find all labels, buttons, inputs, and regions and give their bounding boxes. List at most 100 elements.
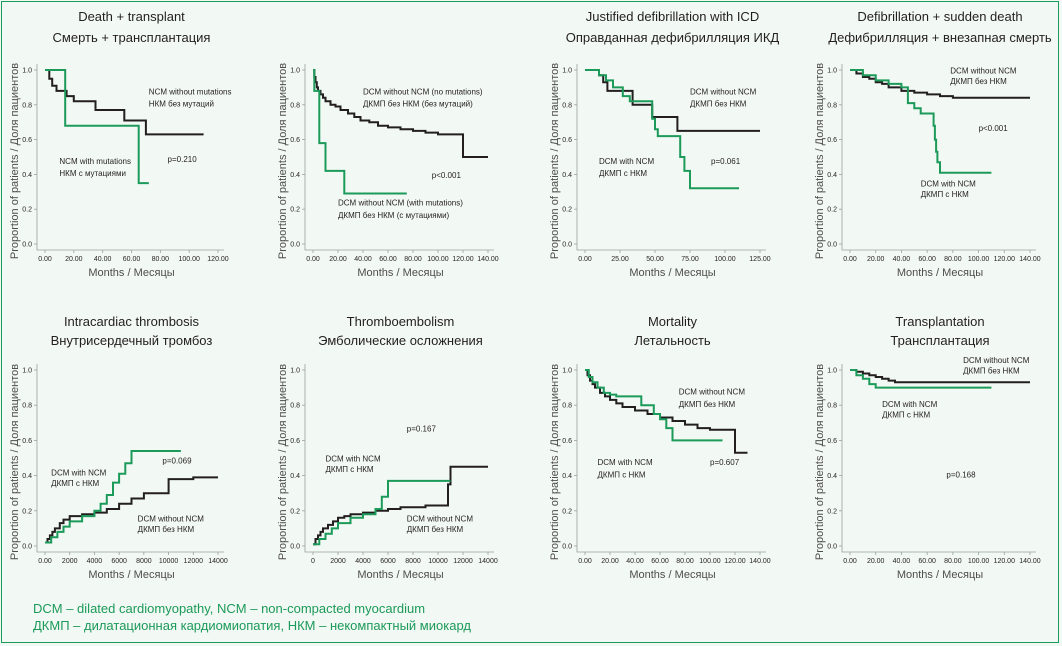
x-tick-label: 14000 (478, 558, 498, 565)
x-tick-label: 2000 (62, 558, 78, 565)
chart-title: Mortality (648, 314, 698, 329)
curve-label: ДКМП без НКМ (690, 100, 747, 109)
x-tick-label: 2000 (330, 558, 346, 565)
y-tick-label: 0.6 (22, 137, 32, 144)
axis-frame (36, 364, 224, 553)
curve-label: ДКМП с НКМ (599, 169, 647, 178)
x-axis-label: Months / Месяцы (629, 267, 715, 279)
y-tick-label: 0.6 (22, 438, 32, 445)
y-tick-label: 0.2 (290, 508, 300, 515)
x-tick-label: 0.00 (38, 558, 52, 565)
curve-label: НКМ с мутациями (59, 169, 126, 178)
axis-frame (304, 364, 494, 553)
curve-label: ДКМП с НКМ (326, 465, 374, 474)
axis-frame (36, 64, 224, 251)
x-tick-label: 0.00 (843, 256, 857, 263)
series-line-a (313, 69, 488, 158)
y-tick-label: 0.2 (562, 207, 572, 214)
y-tick-label: 1.0 (22, 368, 32, 375)
y-axis-label: Proportion of patients / Доля пациентов (277, 63, 289, 259)
curve-label: ДКМП без НКМ (138, 525, 195, 534)
y-tick-label: 0.6 (827, 137, 837, 144)
y-axis-label: Proportion of patients / Доля пациентов (549, 364, 561, 560)
x-tick-label: 120.00 (724, 558, 746, 565)
y-tick-label: 0.2 (827, 508, 837, 515)
series-line-a (850, 69, 1030, 99)
y-tick-label: 0.8 (22, 403, 32, 410)
x-tick-label: 125.00 (749, 256, 771, 263)
y-tick-label: 0.6 (290, 438, 300, 445)
y-tick-label: 0.4 (22, 172, 32, 179)
y-axis-label: Proportion of patients / Доля пациентов (9, 63, 21, 259)
abbreviation-legend: DCM – dilated cardiomyopathy, NCM – non-… (33, 600, 471, 634)
y-tick-label: 0.4 (290, 172, 300, 179)
axis-frame (841, 64, 1036, 251)
series-line-b (850, 69, 992, 174)
curve-label: DCM with NCM (51, 469, 106, 478)
curve-label: ДКМП без НКМ (407, 525, 464, 534)
y-axis-label: Proportion of patients / Доля пациентов (549, 63, 561, 259)
y-tick-label: 0.4 (827, 172, 837, 179)
x-tick-label: 60.00 (123, 256, 141, 263)
x-tick-label: 10000 (159, 558, 179, 565)
y-tick-label: 0.8 (290, 102, 300, 109)
axis-frame (576, 64, 766, 251)
y-tick-label: 0.8 (827, 102, 837, 109)
x-axis-label: Months / Месяцы (897, 569, 983, 581)
series-line-b (45, 69, 149, 185)
x-tick-label: 20.00 (867, 256, 885, 263)
x-tick-label: 6000 (111, 558, 127, 565)
y-tick-label: 0.0 (562, 544, 572, 551)
y-tick-label: 0.0 (22, 544, 32, 551)
y-axis-label: Proportion of patients / Доля пациентов (277, 364, 289, 560)
x-axis-label: Months / Месяцы (88, 569, 174, 581)
y-tick-label: 0.4 (22, 473, 32, 480)
y-tick-label: 0.0 (22, 242, 32, 249)
x-tick-label: 8000 (405, 558, 421, 565)
x-tick-label: 20.00 (867, 558, 885, 565)
x-tick-label: 10000 (428, 558, 448, 565)
chart-title: Intracardiac thrombosis (64, 314, 200, 329)
curve-label: ДКМП без НКМ (963, 367, 1020, 376)
p-value-label: p<0.001 (979, 124, 1009, 133)
chart-subtitle: Эмболические осложнения (318, 333, 483, 348)
x-axis-label: Months / Месяцы (88, 267, 174, 279)
x-tick-label: 20.00 (65, 256, 83, 263)
series-line-b (850, 369, 992, 389)
y-tick-label: 0.4 (562, 473, 572, 480)
curve-label: ДКМП без НКМ (с мутациями) (338, 211, 450, 220)
x-tick-label: 40.00 (626, 558, 644, 565)
curve-label: ДКМП без НКМ (950, 77, 1007, 86)
axis-frame (304, 64, 494, 251)
y-tick-label: 0.6 (562, 438, 572, 445)
curve-label: DCM without NCM (690, 87, 757, 96)
curve-label: NCM without mutations (149, 87, 232, 96)
x-tick-label: 60.00 (918, 256, 936, 263)
y-tick-label: 0.6 (562, 137, 572, 144)
y-tick-label: 1.0 (562, 368, 572, 375)
p-value-label: p=0.069 (162, 456, 192, 465)
y-axis-label: Proportion of patients / Доля пациентов (814, 364, 826, 560)
chart-subtitle: Дефибрилляция + внезапная смерть (828, 30, 1052, 45)
curve-label: DCM with NCM (882, 400, 937, 409)
chart-panel-5: Intracardiac thrombosis Внутрисердечный т… (9, 314, 228, 581)
series-line-b (45, 450, 181, 544)
chart-panel-8: Transplantation Трансплантация 0.0 0.2 0.4 0.… (814, 314, 1041, 581)
series-line-b (313, 69, 407, 195)
curve-label: ДКМП с НКМ (921, 190, 969, 199)
chart-panel-6: Thromboembolism Эмболические осложнения 0.… (277, 314, 498, 581)
x-tick-label: 25.00 (611, 256, 629, 263)
y-tick-label: 0.4 (562, 172, 572, 179)
chart-subtitle: Трансплантация (890, 333, 989, 348)
series-line-a (45, 476, 218, 544)
x-tick-label: 100.00 (968, 256, 990, 263)
x-tick-label: 0.00 (306, 256, 320, 263)
chart-subtitle: Летальность (634, 333, 711, 348)
p-value-label: p=0.210 (168, 155, 198, 164)
chart-panel-2: 0.0 0.2 0.4 0.6 0.8 1.0 0.00 20.00 40.00 60.00 80.… (277, 63, 499, 279)
x-tick-label: 120.00 (994, 256, 1016, 263)
x-tick-label: 140.00 (749, 558, 771, 565)
x-tick-label: 0.00 (843, 558, 857, 565)
x-tick-label: 12000 (453, 558, 473, 565)
